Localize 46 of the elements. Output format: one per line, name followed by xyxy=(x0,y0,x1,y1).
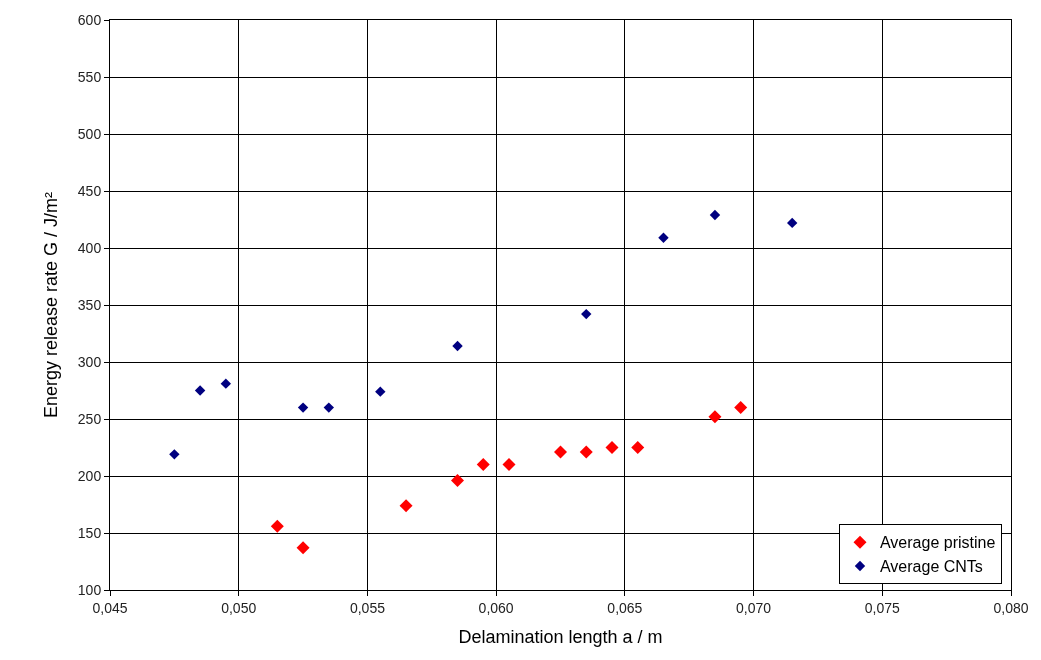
point xyxy=(297,402,309,413)
point xyxy=(220,378,232,389)
y-tick-label: 300 xyxy=(77,353,102,370)
point xyxy=(605,441,619,454)
y-tick-label: 250 xyxy=(77,410,102,427)
point xyxy=(451,474,465,488)
x-tick-label: 0,045 xyxy=(92,599,128,616)
point xyxy=(631,441,645,454)
x-tick-label: 0,050 xyxy=(221,599,257,616)
x-tick-label: 0,060 xyxy=(478,599,514,616)
point xyxy=(554,445,567,459)
y-tick-label: 400 xyxy=(77,239,102,256)
y-tick-label: 100 xyxy=(77,581,102,598)
point xyxy=(658,232,669,243)
point xyxy=(169,449,180,460)
y-tick-label: 450 xyxy=(77,182,102,199)
point xyxy=(194,385,206,396)
x-tick-label: 0,075 xyxy=(864,599,901,616)
y-tick-label: 600 xyxy=(77,11,102,28)
point xyxy=(476,458,490,472)
y-tick-label: 200 xyxy=(77,467,102,484)
point xyxy=(786,217,798,229)
point xyxy=(375,386,386,397)
x-tick-label: 0,055 xyxy=(349,599,386,616)
x-axis-title: Delamination length a / m xyxy=(458,626,663,647)
y-tick-label: 500 xyxy=(77,125,102,142)
x-tick-label: 0,070 xyxy=(736,599,772,616)
point xyxy=(270,519,284,533)
legend-label: Average pristine xyxy=(879,534,996,552)
point xyxy=(296,541,310,555)
legend-label: Average CNTs xyxy=(879,558,983,576)
point xyxy=(452,340,463,352)
point xyxy=(579,445,593,459)
point xyxy=(581,308,592,320)
point xyxy=(708,410,722,424)
point xyxy=(734,401,748,415)
x-tick-label: 0,080 xyxy=(993,599,1029,616)
y-axis-title: Energy release rate G / J/m² xyxy=(41,191,62,419)
y-tick-label: 150 xyxy=(77,524,102,541)
point xyxy=(709,209,721,221)
y-tick-label: 350 xyxy=(77,296,102,313)
point xyxy=(502,458,516,472)
point xyxy=(399,499,413,513)
point xyxy=(323,402,335,413)
y-tick-label: 550 xyxy=(77,68,102,85)
x-tick-label: 0,065 xyxy=(607,599,643,616)
